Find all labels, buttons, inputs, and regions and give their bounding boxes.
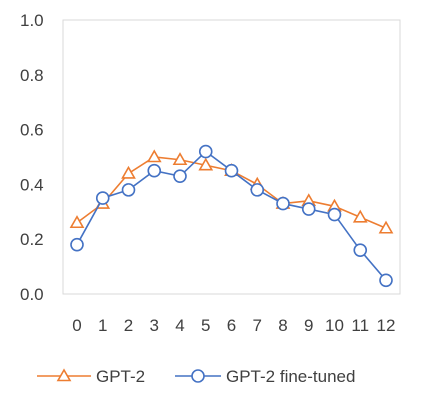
data-point bbox=[198, 144, 213, 159]
series-layer bbox=[69, 144, 394, 288]
y-tick-label: 0.4 bbox=[20, 175, 44, 194]
x-axis-tick-labels: 0 1 2 3 4 5 6 7 8 9 10 11 12 bbox=[72, 316, 395, 335]
data-point bbox=[224, 163, 239, 178]
data-point bbox=[378, 220, 394, 234]
legend-triangle-marker bbox=[56, 368, 72, 382]
y-tick-label: 0.2 bbox=[20, 230, 44, 249]
data-point bbox=[69, 215, 85, 229]
x-tick-label: 5 bbox=[201, 316, 210, 335]
data-point bbox=[146, 149, 162, 163]
x-tick-label: 2 bbox=[124, 316, 133, 335]
data-point bbox=[121, 165, 136, 179]
data-point bbox=[172, 152, 188, 166]
x-tick-label: 9 bbox=[304, 316, 313, 335]
legend-item: GPT-2 bbox=[37, 367, 145, 386]
y-tick-label: 0.8 bbox=[20, 66, 44, 85]
x-tick-label: 0 bbox=[72, 316, 81, 335]
data-point bbox=[276, 196, 290, 211]
legend-circle-marker bbox=[191, 369, 205, 383]
x-tick-label: 12 bbox=[377, 316, 396, 335]
data-point bbox=[301, 202, 316, 216]
data-point bbox=[70, 237, 84, 252]
data-point bbox=[95, 191, 110, 205]
data-point bbox=[147, 163, 162, 178]
y-axis-tick-labels: 0.0 0.2 0.4 0.6 0.8 1.0 bbox=[20, 11, 44, 304]
data-point bbox=[353, 243, 368, 257]
y-tick-label: 0.0 bbox=[20, 285, 44, 304]
plot-area bbox=[62, 19, 401, 295]
y-tick-label: 0.6 bbox=[20, 121, 44, 140]
data-point bbox=[173, 169, 187, 183]
legend-label: GPT-2 fine-tuned bbox=[226, 367, 355, 386]
data-point bbox=[198, 157, 214, 171]
data-point bbox=[379, 273, 393, 288]
legend-label: GPT-2 bbox=[96, 367, 145, 386]
data-point bbox=[327, 207, 342, 222]
x-tick-label: 11 bbox=[351, 316, 369, 335]
x-tick-label: 7 bbox=[253, 316, 262, 335]
x-tick-label: 8 bbox=[278, 316, 287, 335]
x-tick-label: 6 bbox=[227, 316, 236, 335]
series-gpt2-fine-tuned bbox=[70, 144, 393, 288]
x-tick-label: 4 bbox=[175, 316, 184, 335]
x-tick-label: 3 bbox=[150, 316, 159, 335]
data-point bbox=[121, 183, 136, 197]
legend: GPT-2 GPT-2 fine-tuned bbox=[37, 367, 355, 386]
y-tick-label: 1.0 bbox=[20, 11, 44, 30]
data-point bbox=[352, 209, 368, 223]
x-tick-label: 10 bbox=[325, 316, 344, 335]
x-tick-label: 1 bbox=[98, 316, 107, 335]
data-point bbox=[250, 183, 265, 197]
legend-item: GPT-2 fine-tuned bbox=[175, 367, 355, 386]
